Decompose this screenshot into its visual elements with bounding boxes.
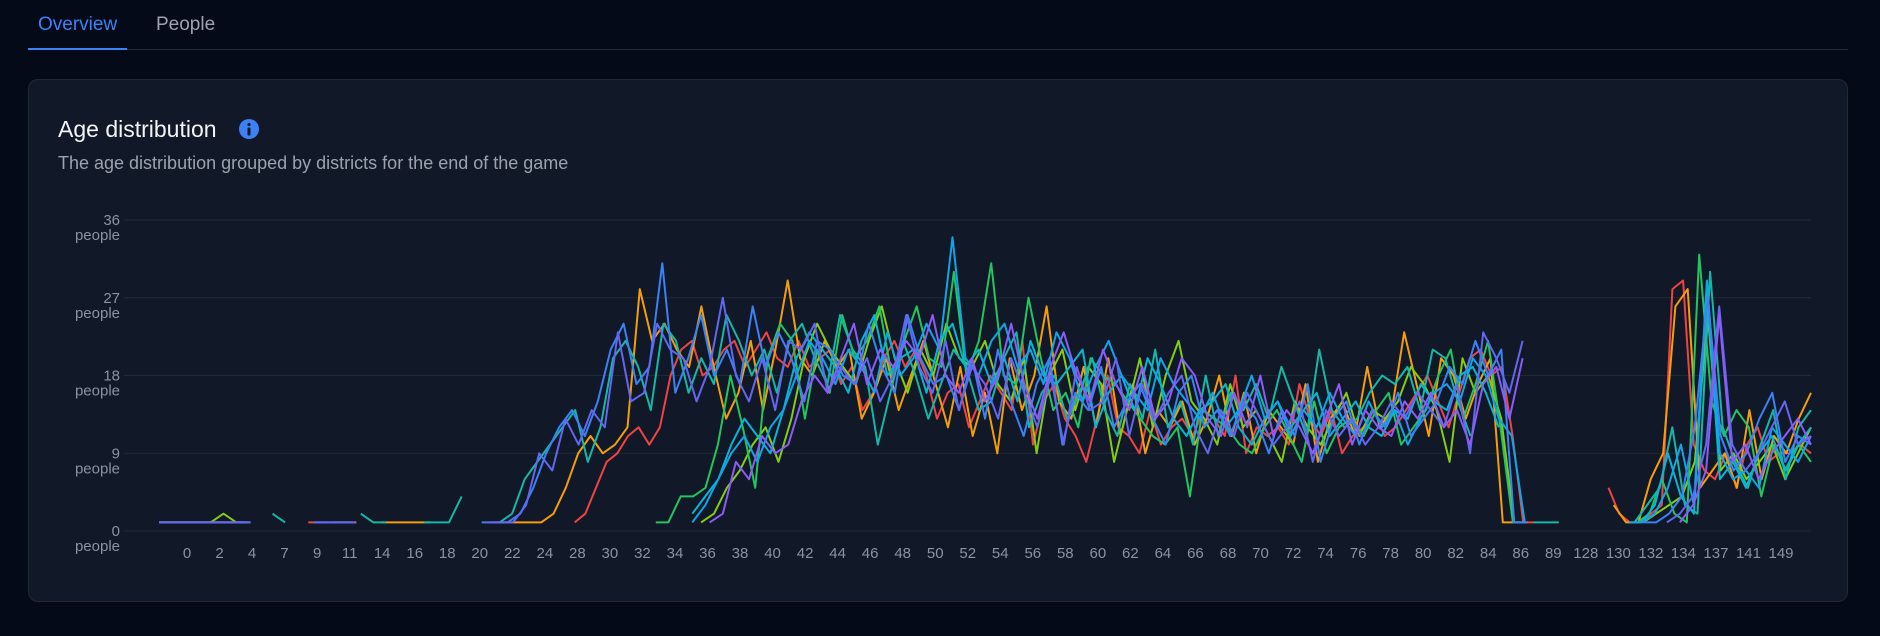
x-tick-label: 128	[1573, 545, 1598, 562]
x-tick-label: 68	[1220, 545, 1237, 562]
y-tick-unit: people	[75, 538, 120, 555]
y-tick-label: 0	[112, 523, 120, 540]
series-line-5	[691, 288, 1812, 524]
x-tick-label: 48	[894, 545, 911, 562]
x-tick-label: 64	[1155, 545, 1172, 562]
series-line-8	[159, 296, 1812, 524]
x-tick-label: 134	[1671, 545, 1696, 562]
tab-people[interactable]: People	[156, 14, 216, 35]
tab-overview[interactable]: Overview	[28, 14, 128, 50]
x-tick-label: 9	[313, 545, 321, 562]
x-tick-label: 7	[280, 545, 288, 562]
x-tick-label: 50	[927, 545, 944, 562]
x-tick-label: 4	[248, 545, 256, 562]
x-tick-label: 130	[1606, 545, 1631, 562]
info-circle-icon[interactable]	[238, 118, 260, 140]
y-tick-unit: people	[75, 383, 120, 400]
x-tick-label: 86	[1512, 545, 1529, 562]
y-tick-label: 9	[112, 445, 120, 462]
x-tick-label: 89	[1545, 545, 1562, 562]
x-tick-label: 34	[667, 545, 684, 562]
x-tick-label: 11	[342, 545, 358, 562]
x-tick-label: 76	[1350, 545, 1367, 562]
y-tick-label: 27	[103, 290, 120, 307]
x-tick-label: 70	[1252, 545, 1269, 562]
x-tick-label: 52	[959, 545, 976, 562]
x-tick-label: 30	[602, 545, 619, 562]
x-tick-label: 60	[1090, 545, 1107, 562]
y-tick-unit: people	[75, 227, 120, 244]
x-tick-label: 132	[1638, 545, 1663, 562]
x-tick-label: 24	[536, 545, 553, 562]
x-tick-label: 56	[1024, 545, 1041, 562]
x-tick-label: 32	[634, 545, 651, 562]
x-tick-label: 78	[1382, 545, 1399, 562]
x-tick-label: 137	[1703, 545, 1728, 562]
series-line-9	[709, 314, 1812, 524]
x-tick-label: 20	[471, 545, 488, 562]
x-tick-label: 141	[1736, 545, 1761, 562]
x-tick-label: 44	[829, 545, 846, 562]
x-tick-label: 16	[406, 545, 423, 562]
age-distribution-card: Age distribution The age distribution gr…	[28, 79, 1848, 602]
x-tick-label: 42	[797, 545, 814, 562]
x-tick-label: 22	[504, 545, 521, 562]
x-tick-label: 58	[1057, 545, 1074, 562]
x-tick-label: 38	[732, 545, 749, 562]
x-tick-label: 72	[1285, 545, 1302, 562]
x-tick-label: 84	[1480, 545, 1497, 562]
tab-bar: Overview People	[28, 0, 1848, 50]
x-tick-label: 62	[1122, 545, 1139, 562]
x-tick-label: 2	[215, 545, 223, 562]
y-tick-label: 36	[103, 212, 120, 229]
x-tick-label: 149	[1768, 545, 1793, 562]
x-tick-label: 18	[439, 545, 456, 562]
x-tick-label: 28	[569, 545, 586, 562]
series-line-6	[691, 236, 1812, 524]
x-tick-label: 54	[992, 545, 1009, 562]
y-tick-unit: people	[75, 460, 120, 477]
series-line-4	[271, 270, 1812, 524]
x-tick-label: 82	[1447, 545, 1464, 562]
y-tick-unit: people	[75, 305, 120, 322]
x-tick-label: 36	[699, 545, 716, 562]
x-tick-label: 80	[1415, 545, 1432, 562]
x-tick-label: 66	[1187, 545, 1204, 562]
x-tick-label: 14	[374, 545, 391, 562]
card-subtitle: The age distribution grouped by district…	[58, 153, 569, 173]
x-tick-label: 46	[862, 545, 879, 562]
y-tick-label: 18	[103, 368, 120, 385]
x-tick-label: 0	[183, 545, 191, 562]
x-tick-label: 74	[1317, 545, 1334, 562]
x-tick-label: 40	[764, 545, 781, 562]
card-title: Age distribution	[58, 116, 217, 142]
